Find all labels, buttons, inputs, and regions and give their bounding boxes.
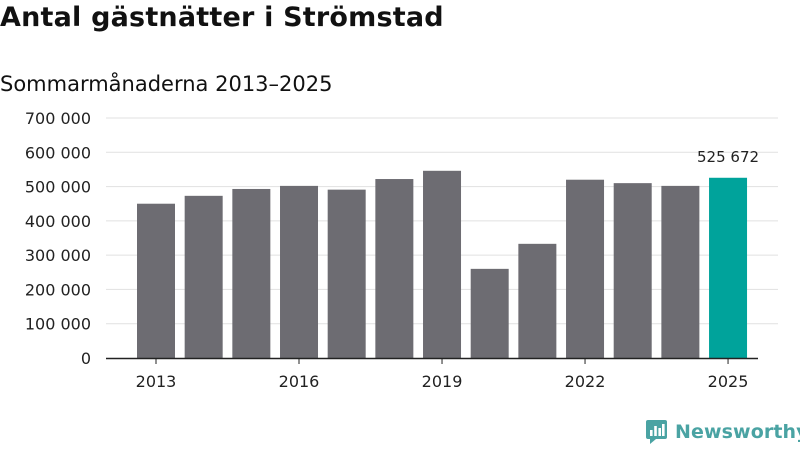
x-tick-label: 2019 <box>422 372 463 391</box>
y-tick-label: 500 000 <box>25 178 91 197</box>
newsworthy-brand: Newsworthy <box>645 419 800 445</box>
x-tick-label: 2013 <box>136 372 177 391</box>
bar-2021 <box>518 243 557 358</box>
bar-2018 <box>375 179 414 358</box>
bar-2025 <box>709 177 748 358</box>
y-tick-label: 300 000 <box>25 246 91 265</box>
y-tick-label: 600 000 <box>25 143 91 162</box>
y-tick-label: 200 000 <box>25 280 91 299</box>
bar-2013 <box>137 203 175 358</box>
bar-2019 <box>423 170 462 358</box>
x-tick-label: 2016 <box>279 372 320 391</box>
chart-title: Antal gästnätter i Strömstad <box>0 2 444 33</box>
bar-2020 <box>470 268 509 358</box>
x-tick-label: 2022 <box>565 372 606 391</box>
brand-name: Newsworthy <box>675 421 800 443</box>
bar-2023 <box>613 183 652 358</box>
y-tick-label: 700 000 <box>25 109 91 128</box>
y-tick-label: 0 <box>81 349 91 368</box>
data-label: 525 672 <box>697 148 759 166</box>
bar-2015 <box>232 188 271 358</box>
y-tick-label: 400 000 <box>25 212 91 231</box>
bar-2017 <box>327 189 366 358</box>
bar-2024 <box>661 185 700 358</box>
chart-subtitle: Sommarmånaderna 2013–2025 <box>0 72 333 96</box>
bar-2022 <box>566 179 605 358</box>
bar-2014 <box>184 195 223 358</box>
newsworthy-logo-icon <box>646 420 667 444</box>
bar-2016 <box>280 185 319 358</box>
x-tick-label: 2025 <box>708 372 749 391</box>
y-tick-label: 100 000 <box>25 315 91 334</box>
